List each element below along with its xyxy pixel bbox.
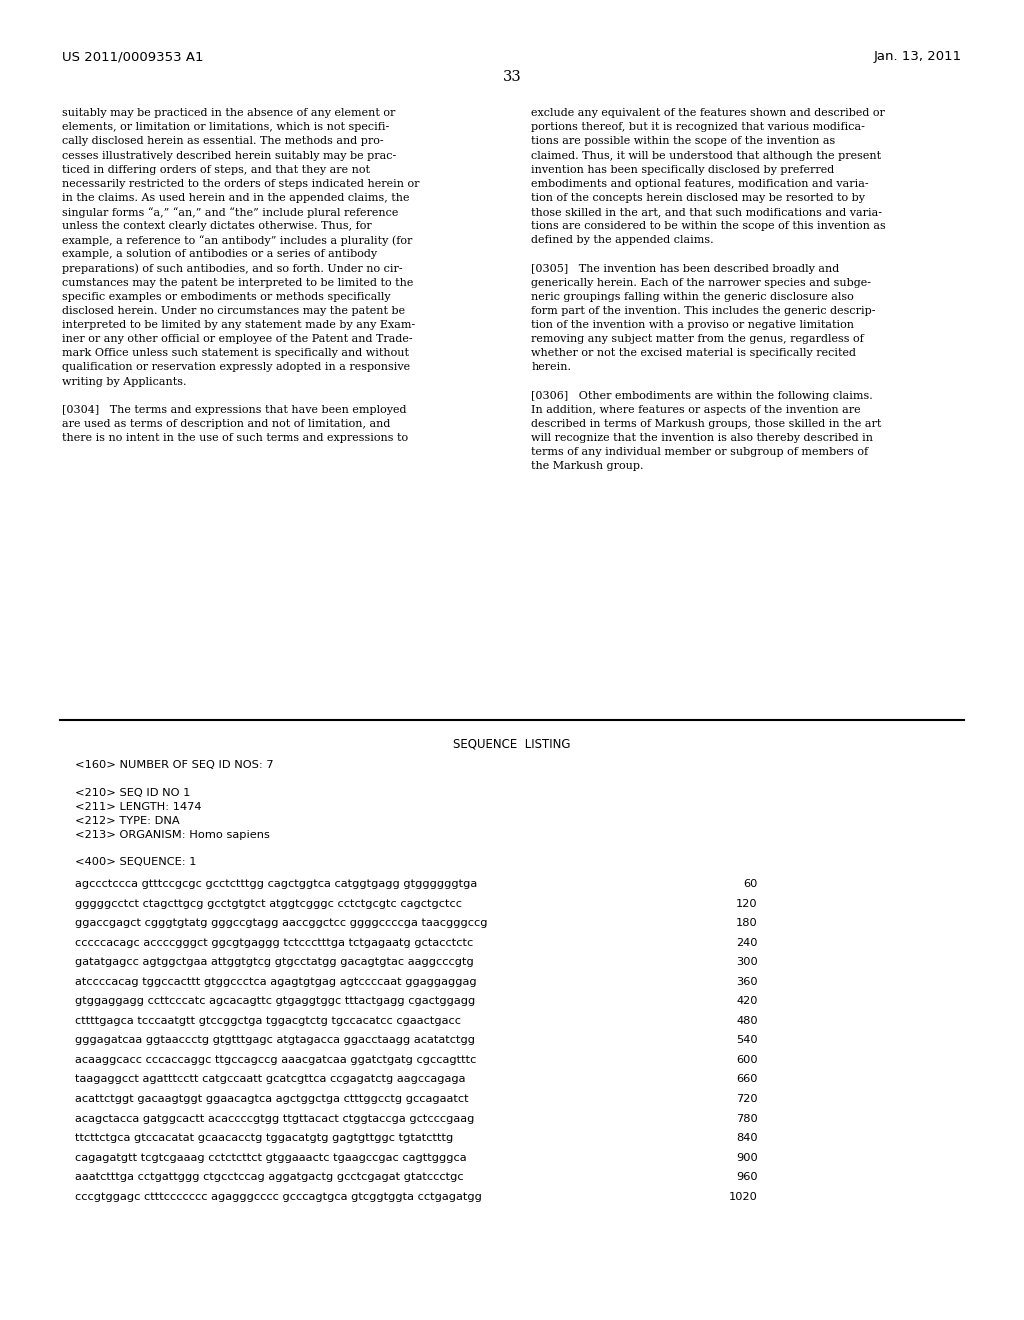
Text: iner or any other official or employee of the Patent and Trade-: iner or any other official or employee o… bbox=[62, 334, 413, 345]
Text: 360: 360 bbox=[736, 977, 758, 987]
Text: 1020: 1020 bbox=[729, 1192, 758, 1201]
Text: singular forms “a,” “an,” and “the” include plural reference: singular forms “a,” “an,” and “the” incl… bbox=[62, 207, 398, 218]
Text: [0304]   The terms and expressions that have been employed: [0304] The terms and expressions that ha… bbox=[62, 405, 407, 414]
Text: tion of the concepts herein disclosed may be resorted to by: tion of the concepts herein disclosed ma… bbox=[531, 193, 865, 203]
Text: cccccacagc accccgggct ggcgtgaggg tctccctttga tctgagaatg gctacctctc: cccccacagc accccgggct ggcgtgaggg tctccct… bbox=[75, 937, 473, 948]
Text: gggagatcaa ggtaaccctg gtgtttgagc atgtagacca ggacctaagg acatatctgg: gggagatcaa ggtaaccctg gtgtttgagc atgtaga… bbox=[75, 1035, 475, 1045]
Text: the Markush group.: the Markush group. bbox=[531, 461, 644, 471]
Text: 120: 120 bbox=[736, 899, 758, 908]
Text: invention has been specifically disclosed by preferred: invention has been specifically disclose… bbox=[531, 165, 835, 174]
Text: mark Office unless such statement is specifically and without: mark Office unless such statement is spe… bbox=[62, 348, 410, 358]
Text: SEQUENCE  LISTING: SEQUENCE LISTING bbox=[454, 738, 570, 751]
Text: claimed. Thus, it will be understood that although the present: claimed. Thus, it will be understood tha… bbox=[531, 150, 882, 161]
Text: <160> NUMBER OF SEQ ID NOS: 7: <160> NUMBER OF SEQ ID NOS: 7 bbox=[75, 760, 273, 771]
Text: gatatgagcc agtggctgaa attggtgtcg gtgcctatgg gacagtgtac aaggcccgtg: gatatgagcc agtggctgaa attggtgtcg gtgccta… bbox=[75, 957, 473, 968]
Text: <210> SEQ ID NO 1: <210> SEQ ID NO 1 bbox=[75, 788, 190, 799]
Text: tions are considered to be within the scope of this invention as: tions are considered to be within the sc… bbox=[531, 222, 886, 231]
Text: in the claims. As used herein and in the appended claims, the: in the claims. As used herein and in the… bbox=[62, 193, 410, 203]
Text: terms of any individual member or subgroup of members of: terms of any individual member or subgro… bbox=[531, 447, 868, 457]
Text: cttttgagca tcccaatgtt gtccggctga tggacgtctg tgccacatcc cgaactgacc: cttttgagca tcccaatgtt gtccggctga tggacgt… bbox=[75, 1016, 461, 1026]
Text: 420: 420 bbox=[736, 997, 758, 1006]
Text: ggaccgagct cgggtgtatg gggccgtagg aaccggctcc ggggccccga taacgggccg: ggaccgagct cgggtgtatg gggccgtagg aaccggc… bbox=[75, 919, 487, 928]
Text: acaaggcacc cccaccaggc ttgccagccg aaacgatcaa ggatctgatg cgccagtttc: acaaggcacc cccaccaggc ttgccagccg aaacgat… bbox=[75, 1055, 476, 1065]
Text: interpreted to be limited by any statement made by any Exam-: interpreted to be limited by any stateme… bbox=[62, 319, 416, 330]
Text: taagaggcct agatttcctt catgccaatt gcatcgttca ccgagatctg aagccagaga: taagaggcct agatttcctt catgccaatt gcatcgt… bbox=[75, 1074, 465, 1085]
Text: whether or not the excised material is specifically recited: whether or not the excised material is s… bbox=[531, 348, 856, 358]
Text: 840: 840 bbox=[736, 1133, 758, 1143]
Text: cagagatgtt tcgtcgaaag cctctcttct gtggaaactc tgaagccgac cagttgggca: cagagatgtt tcgtcgaaag cctctcttct gtggaaa… bbox=[75, 1152, 466, 1163]
Text: form part of the invention. This includes the generic descrip-: form part of the invention. This include… bbox=[531, 306, 876, 315]
Text: 720: 720 bbox=[736, 1094, 758, 1104]
Text: In addition, where features or aspects of the invention are: In addition, where features or aspects o… bbox=[531, 405, 861, 414]
Text: atccccacag tggccacttt gtggccctca agagtgtgag agtccccaat ggaggaggag: atccccacag tggccacttt gtggccctca agagtgt… bbox=[75, 977, 476, 987]
Text: exclude any equivalent of the features shown and described or: exclude any equivalent of the features s… bbox=[531, 108, 886, 119]
Text: preparations) of such antibodies, and so forth. Under no cir-: preparations) of such antibodies, and so… bbox=[62, 264, 403, 275]
Text: example, a reference to “an antibody” includes a plurality (for: example, a reference to “an antibody” in… bbox=[62, 235, 413, 246]
Text: Jan. 13, 2011: Jan. 13, 2011 bbox=[873, 50, 962, 63]
Text: 180: 180 bbox=[736, 919, 758, 928]
Text: cccgtggagc ctttccccccc agagggcccc gcccagtgca gtcggtggta cctgagatgg: cccgtggagc ctttccccccc agagggcccc gcccag… bbox=[75, 1192, 481, 1201]
Text: [0305]   The invention has been described broadly and: [0305] The invention has been described … bbox=[531, 264, 840, 273]
Text: cumstances may the patent be interpreted to be limited to the: cumstances may the patent be interpreted… bbox=[62, 277, 414, 288]
Text: <211> LENGTH: 1474: <211> LENGTH: 1474 bbox=[75, 803, 202, 812]
Text: those skilled in the art, and that such modifications and varia-: those skilled in the art, and that such … bbox=[531, 207, 883, 216]
Text: <400> SEQUENCE: 1: <400> SEQUENCE: 1 bbox=[75, 858, 197, 867]
Text: defined by the appended claims.: defined by the appended claims. bbox=[531, 235, 714, 246]
Text: writing by Applicants.: writing by Applicants. bbox=[62, 376, 187, 387]
Text: [0306]   Other embodiments are within the following claims.: [0306] Other embodiments are within the … bbox=[531, 391, 873, 401]
Text: 960: 960 bbox=[736, 1172, 758, 1183]
Text: are used as terms of description and not of limitation, and: are used as terms of description and not… bbox=[62, 418, 391, 429]
Text: <213> ORGANISM: Homo sapiens: <213> ORGANISM: Homo sapiens bbox=[75, 830, 269, 840]
Text: neric groupings falling within the generic disclosure also: neric groupings falling within the gener… bbox=[531, 292, 854, 302]
Text: herein.: herein. bbox=[531, 363, 571, 372]
Text: described in terms of Markush groups, those skilled in the art: described in terms of Markush groups, th… bbox=[531, 418, 882, 429]
Text: agccctccca gtttccgcgc gcctctttgg cagctggtca catggtgagg gtggggggtga: agccctccca gtttccgcgc gcctctttgg cagctgg… bbox=[75, 879, 477, 890]
Text: cesses illustratively described herein suitably may be prac-: cesses illustratively described herein s… bbox=[62, 150, 396, 161]
Text: gtggaggagg ccttcccatc agcacagttc gtgaggtggc tttactgagg cgactggagg: gtggaggagg ccttcccatc agcacagttc gtgaggt… bbox=[75, 997, 475, 1006]
Text: acattctggt gacaagtggt ggaacagtca agctggctga ctttggcctg gccagaatct: acattctggt gacaagtggt ggaacagtca agctggc… bbox=[75, 1094, 468, 1104]
Text: necessarily restricted to the orders of steps indicated herein or: necessarily restricted to the orders of … bbox=[62, 178, 420, 189]
Text: gggggcctct ctagcttgcg gcctgtgtct atggtcgggc cctctgcgtc cagctgctcc: gggggcctct ctagcttgcg gcctgtgtct atggtcg… bbox=[75, 899, 462, 908]
Text: example, a solution of antibodies or a series of antibody: example, a solution of antibodies or a s… bbox=[62, 249, 378, 260]
Text: acagctacca gatggcactt acaccccgtgg ttgttacact ctggtaccga gctcccgaag: acagctacca gatggcactt acaccccgtgg ttgtta… bbox=[75, 1114, 474, 1123]
Text: ttcttctgca gtccacatat gcaacacctg tggacatgtg gagtgttggc tgtatctttg: ttcttctgca gtccacatat gcaacacctg tggacat… bbox=[75, 1133, 453, 1143]
Text: 60: 60 bbox=[743, 879, 758, 890]
Text: there is no intent in the use of such terms and expressions to: there is no intent in the use of such te… bbox=[62, 433, 409, 444]
Text: disclosed herein. Under no circumstances may the patent be: disclosed herein. Under no circumstances… bbox=[62, 306, 406, 315]
Text: will recognize that the invention is also thereby described in: will recognize that the invention is als… bbox=[531, 433, 873, 444]
Text: 480: 480 bbox=[736, 1016, 758, 1026]
Text: 600: 600 bbox=[736, 1055, 758, 1065]
Text: portions thereof, but it is recognized that various modifica-: portions thereof, but it is recognized t… bbox=[531, 123, 865, 132]
Text: specific examples or embodiments or methods specifically: specific examples or embodiments or meth… bbox=[62, 292, 391, 302]
Text: suitably may be practiced in the absence of any element or: suitably may be practiced in the absence… bbox=[62, 108, 396, 119]
Text: aaatctttga cctgattggg ctgcctccag aggatgactg gcctcgagat gtatccctgc: aaatctttga cctgattggg ctgcctccag aggatga… bbox=[75, 1172, 464, 1183]
Text: <212> TYPE: DNA: <212> TYPE: DNA bbox=[75, 816, 179, 826]
Text: 300: 300 bbox=[736, 957, 758, 968]
Text: ticed in differing orders of steps, and that they are not: ticed in differing orders of steps, and … bbox=[62, 165, 371, 174]
Text: elements, or limitation or limitations, which is not specifi-: elements, or limitation or limitations, … bbox=[62, 123, 390, 132]
Text: 540: 540 bbox=[736, 1035, 758, 1045]
Text: 33: 33 bbox=[503, 70, 521, 84]
Text: tions are possible within the scope of the invention as: tions are possible within the scope of t… bbox=[531, 136, 836, 147]
Text: unless the context clearly dictates otherwise. Thus, for: unless the context clearly dictates othe… bbox=[62, 222, 372, 231]
Text: US 2011/0009353 A1: US 2011/0009353 A1 bbox=[62, 50, 204, 63]
Text: 660: 660 bbox=[736, 1074, 758, 1085]
Text: 240: 240 bbox=[736, 937, 758, 948]
Text: embodiments and optional features, modification and varia-: embodiments and optional features, modif… bbox=[531, 178, 869, 189]
Text: generically herein. Each of the narrower species and subge-: generically herein. Each of the narrower… bbox=[531, 277, 871, 288]
Text: 900: 900 bbox=[736, 1152, 758, 1163]
Text: removing any subject matter from the genus, regardless of: removing any subject matter from the gen… bbox=[531, 334, 864, 345]
Text: cally disclosed herein as essential. The methods and pro-: cally disclosed herein as essential. The… bbox=[62, 136, 384, 147]
Text: tion of the invention with a proviso or negative limitation: tion of the invention with a proviso or … bbox=[531, 319, 854, 330]
Text: 780: 780 bbox=[736, 1114, 758, 1123]
Text: qualification or reservation expressly adopted in a responsive: qualification or reservation expressly a… bbox=[62, 363, 411, 372]
